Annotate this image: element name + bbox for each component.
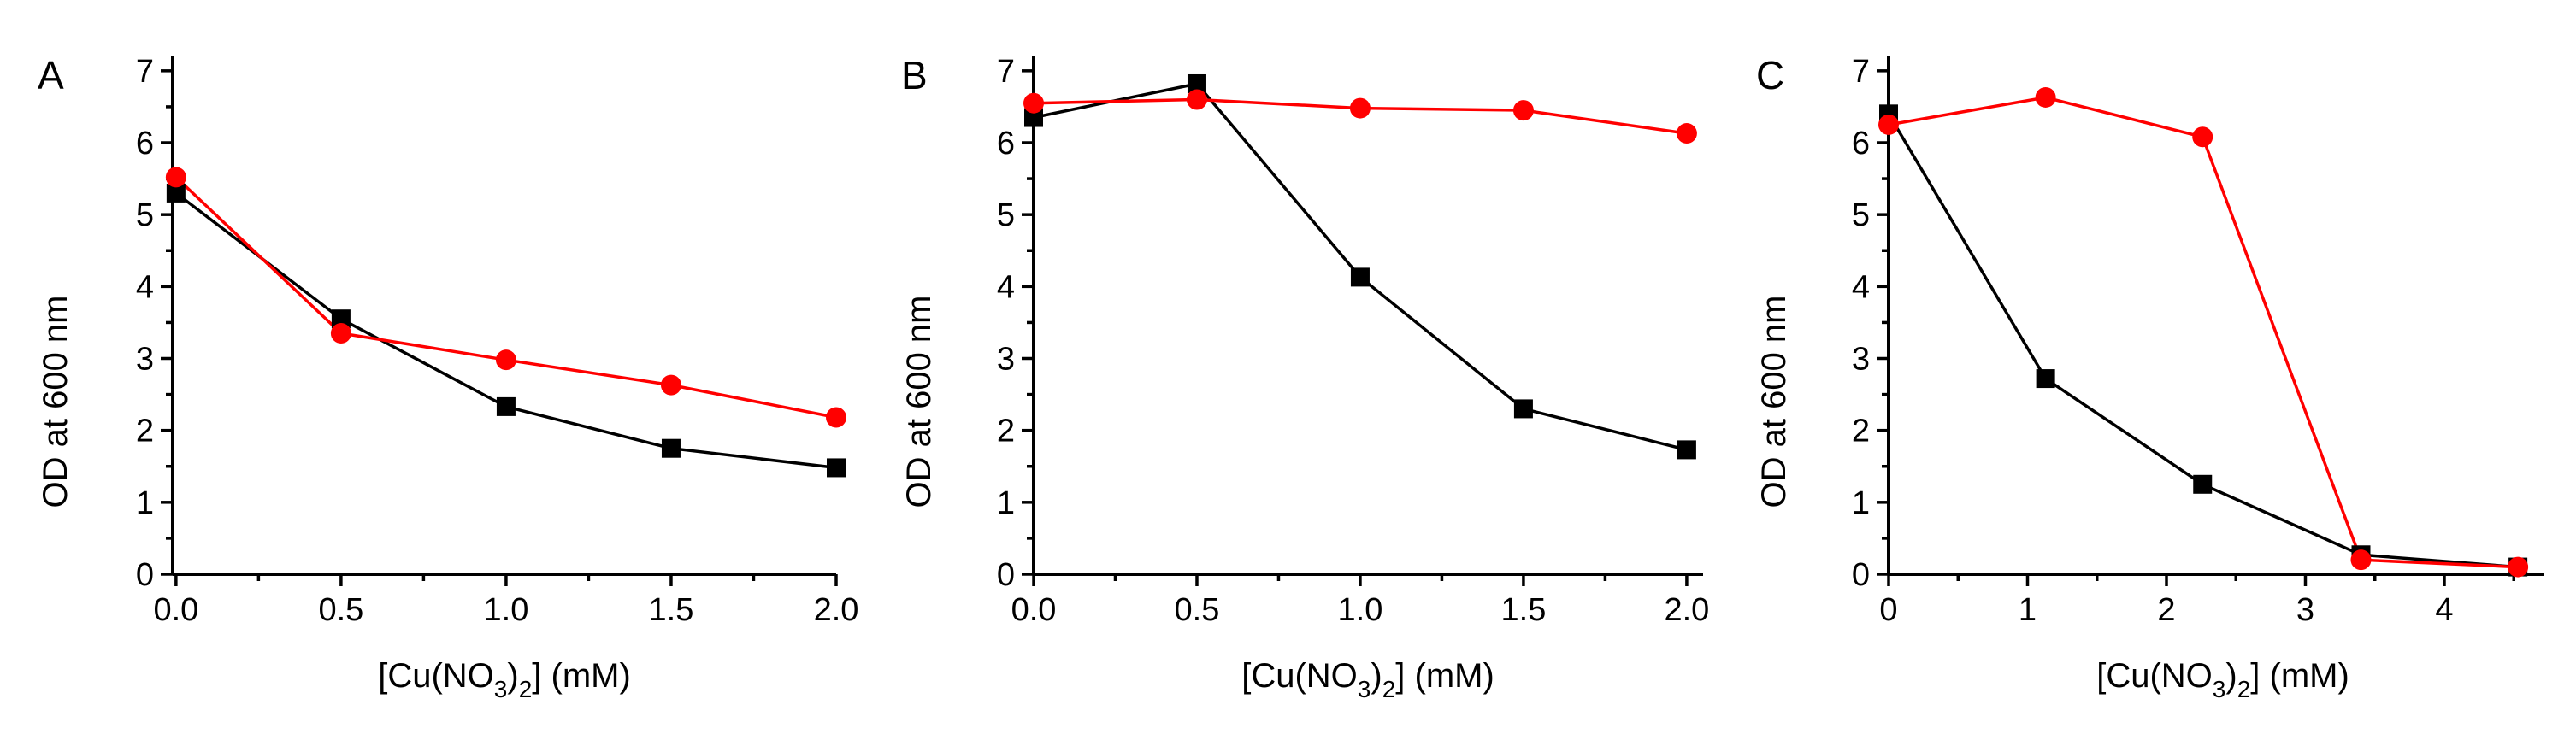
panel-b: B OD at 600 nm [Cu(NO3)2] (mM) 0 1 2 3 4 5 6 7 0… [900,53,1709,702]
circle-point-a [826,407,846,428]
circle-point-a [495,349,516,371]
circle-point-b [1676,123,1697,144]
circle-point-c [2192,126,2213,148]
square-point-b [1513,399,1533,419]
x-tick-label-b: 0.5 [1175,592,1220,628]
panel-letter-c: C [1756,53,1784,97]
x-axis-label-b: [Cu(NO3)2] (mM) [1241,657,1494,702]
x-tick-label-c: 4 [2435,592,2453,628]
y-tick-label-b: 0 [997,557,1015,593]
square-point-a [166,183,186,203]
x-axis-label-c: [Cu(NO3)2] (mM) [2096,657,2349,702]
square-point-c [2193,474,2213,494]
square-point-a [331,309,351,329]
y-tick-label-b: 6 [997,126,1015,161]
square-point-c [2036,369,2055,389]
y-tick-label-a: 5 [136,197,154,233]
x-tick-label-c: 0 [1879,592,1897,628]
y-tick-label-c: 3 [1852,342,1870,378]
y-tick-label-c: 6 [1852,126,1870,161]
red-series-line-c [1888,96,2519,569]
y-tick-label-a: 4 [136,269,154,305]
x-tick-label-b: 1.5 [1501,592,1547,628]
y-tick-label-c: 0 [1852,557,1870,593]
square-point-a [661,438,681,458]
square-point-a [496,396,516,416]
x-tick-label-a: 2.0 [814,592,859,628]
circle-point-b [1023,92,1044,114]
x-tick-label-a: 1.0 [484,592,529,628]
square-point-a [827,458,846,478]
red-series-line-a [174,176,837,420]
y-tick-label-a: 2 [136,414,154,449]
y-tick-label-a: 6 [136,126,154,161]
y-tick-label-c: 2 [1852,414,1870,449]
x-axis-label-a: [Cu(NO3)2] (mM) [378,657,631,702]
black-series-line-b [1033,82,1688,452]
circle-point-a [165,167,186,188]
x-tick-label-c: 1 [2019,592,2037,628]
square-point-b [1187,73,1206,93]
y-tick-label-c: 5 [1852,197,1870,233]
y-axis-label-c: OD at 600 nm [1755,295,1793,508]
circle-point-a [330,323,351,344]
y-tick-label-c: 4 [1852,269,1870,305]
x-tick-label-a: 0.5 [318,592,363,628]
circle-point-c [2035,86,2056,108]
circle-point-a [660,374,681,396]
y-tick-label-b: 5 [997,197,1015,233]
circle-point-c [1878,114,1899,135]
y-tick-label-a: 3 [136,342,154,378]
y-tick-label-b: 2 [997,414,1015,449]
black-series-line-c [1887,113,2519,569]
x-tick-label-a: 1.5 [649,592,694,628]
panel-letter-b: B [901,53,928,97]
circle-point-b [1349,97,1371,119]
y-tick-label-a: 0 [136,557,154,593]
x-tick-label-a: 0.0 [153,592,198,628]
y-tick-label-a: 7 [136,54,154,90]
x-tick-label-b: 0.0 [1011,592,1057,628]
y-tick-label-c: 7 [1852,54,1870,90]
square-point-b [1677,440,1696,460]
circle-point-c [2508,556,2529,578]
x-tick-label-b: 2.0 [1664,592,1709,628]
square-point-b [1350,267,1370,287]
y-tick-label-b: 7 [997,54,1015,90]
circle-point-c [2350,549,2372,571]
y-axis-label-b: OD at 600 nm [900,295,938,508]
y-tick-label-b: 4 [997,269,1015,305]
y-tick-label-c: 1 [1852,485,1870,521]
circle-point-b [1512,100,1534,121]
panel-c: C OD at 600 nm [Cu(NO3)2] (mM) 0 1 2 3 4 5 6 7 0… [1755,53,2544,702]
x-tick-label-b: 1.0 [1338,592,1383,628]
y-tick-label-b: 3 [997,342,1015,378]
y-tick-label-b: 1 [997,485,1015,521]
y-axis-label-a: OD at 600 nm [37,295,74,508]
black-series-line-a [174,191,837,470]
square-point-b [1024,108,1043,127]
x-tick-label-c: 2 [2157,592,2175,628]
x-tick-label-c: 3 [2296,592,2314,628]
panel-letter-a: A [38,53,64,97]
y-tick-label-a: 1 [136,485,154,521]
panel-a: A OD at 600 nm [Cu(NO3)2] (mM) 0 1 2 3 4 5 6 7 0… [37,53,858,702]
circle-point-b [1186,89,1207,110]
